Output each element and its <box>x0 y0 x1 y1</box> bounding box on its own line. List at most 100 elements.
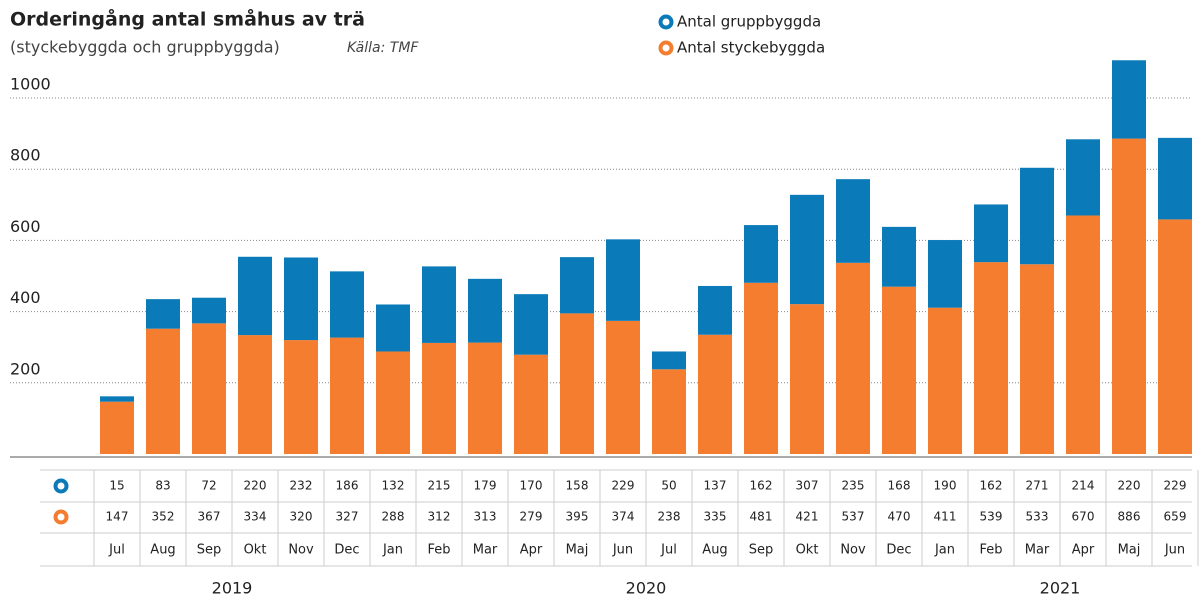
bar <box>514 354 548 454</box>
table-cell: 132 <box>382 479 405 493</box>
bar <box>1158 219 1192 454</box>
bar <box>1020 264 1054 454</box>
table-cell: 288 <box>382 510 405 524</box>
table-cell: 320 <box>290 510 313 524</box>
x-tick-label: Nov <box>288 543 314 558</box>
table-cell: 335 <box>704 510 727 524</box>
table-cell: 235 <box>842 479 865 493</box>
x-tick-label: Apr <box>520 543 543 558</box>
chart-subtitle: (styckebyggda och gruppbyggda) <box>10 38 280 57</box>
bar <box>514 294 548 355</box>
table-cell: 137 <box>704 479 727 493</box>
legend-marker <box>658 14 674 30</box>
x-tick-label: Jan <box>382 543 403 558</box>
x-tick-label: Maj <box>1118 543 1141 558</box>
bar <box>422 342 456 454</box>
bar <box>1066 139 1100 216</box>
x-tick-label: Feb <box>427 543 450 558</box>
bar <box>376 304 410 352</box>
table-cell: 395 <box>566 510 589 524</box>
table-cell: 232 <box>290 479 313 493</box>
x-tick-label: Sep <box>197 543 222 558</box>
bar <box>468 278 502 343</box>
table-cell: 158 <box>566 479 589 493</box>
table-cell: 271 <box>1026 479 1049 493</box>
bar <box>606 239 640 321</box>
bar <box>606 320 640 454</box>
table-cell: 168 <box>888 479 911 493</box>
table-cell: 886 <box>1118 510 1141 524</box>
table-cell: 162 <box>750 479 773 493</box>
bar <box>100 401 134 454</box>
bar <box>928 240 962 308</box>
table-cell: 15 <box>109 479 124 493</box>
table-cell: 411 <box>934 510 957 524</box>
x-tick-label: Sep <box>749 543 774 558</box>
y-tick-label: 200 <box>10 359 41 378</box>
table-cell: 229 <box>612 479 635 493</box>
bar <box>882 226 916 287</box>
x-tick-label: Jul <box>660 543 677 558</box>
x-tick-label: Feb <box>979 543 1002 558</box>
table-cell: 312 <box>428 510 451 524</box>
table-cell: 327 <box>336 510 359 524</box>
bar <box>1066 215 1100 454</box>
legend-label: Antal styckebyggda <box>677 39 825 57</box>
table-cell: 229 <box>1164 479 1187 493</box>
x-tick-label: Okt <box>796 543 819 558</box>
table-cell: 537 <box>842 510 865 524</box>
table-cell: 215 <box>428 479 451 493</box>
table-cell: 470 <box>888 510 911 524</box>
table-cell: 313 <box>474 510 497 524</box>
bar <box>192 297 226 324</box>
legend-marker <box>658 40 674 56</box>
table-cell: 334 <box>244 510 267 524</box>
table-cell: 533 <box>1026 510 1049 524</box>
chart-title: Orderingång antal småhus av trä <box>10 7 365 31</box>
x-tick-label: Mar <box>473 543 498 558</box>
y-tick-label: 600 <box>10 217 41 236</box>
x-tick-label: Apr <box>1072 543 1095 558</box>
bar <box>560 313 594 454</box>
bar <box>376 351 410 454</box>
bar <box>744 282 778 454</box>
x-tick-label: Dec <box>334 543 359 558</box>
bar <box>238 256 272 336</box>
row-marker <box>53 478 69 494</box>
x-tick-label: Maj <box>566 543 589 558</box>
bar <box>238 335 272 454</box>
year-label: 2020 <box>626 579 667 597</box>
bar <box>652 351 686 370</box>
bar <box>146 299 180 329</box>
table-cell: 162 <box>980 479 1003 493</box>
table-cell: 307 <box>796 479 819 493</box>
x-tick-label: Jun <box>612 543 633 558</box>
bar <box>468 342 502 454</box>
bar <box>974 262 1008 454</box>
row-marker <box>53 509 69 525</box>
bar <box>100 396 134 402</box>
table-cell: 83 <box>155 479 170 493</box>
legend-label: Antal gruppbyggda <box>677 13 821 31</box>
bar <box>422 266 456 343</box>
bar <box>284 340 318 454</box>
table-cell: 220 <box>244 479 267 493</box>
bar <box>974 204 1008 263</box>
table-cell: 214 <box>1072 479 1095 493</box>
table-cell: 659 <box>1164 510 1187 524</box>
x-tick-label: Dec <box>886 543 911 558</box>
bar <box>744 225 778 283</box>
bar <box>1158 137 1192 220</box>
x-tick-label: Jul <box>108 543 125 558</box>
source: Källa: TMF <box>347 40 419 56</box>
table-cell: 374 <box>612 510 635 524</box>
bar <box>1112 138 1146 455</box>
y-tick-label: 400 <box>10 288 41 307</box>
x-tick-label: Mar <box>1025 543 1050 558</box>
bar <box>284 257 318 341</box>
bar <box>790 304 824 454</box>
x-tick-label: Aug <box>702 543 727 558</box>
table-cell: 72 <box>201 479 216 493</box>
table-cell: 190 <box>934 479 957 493</box>
